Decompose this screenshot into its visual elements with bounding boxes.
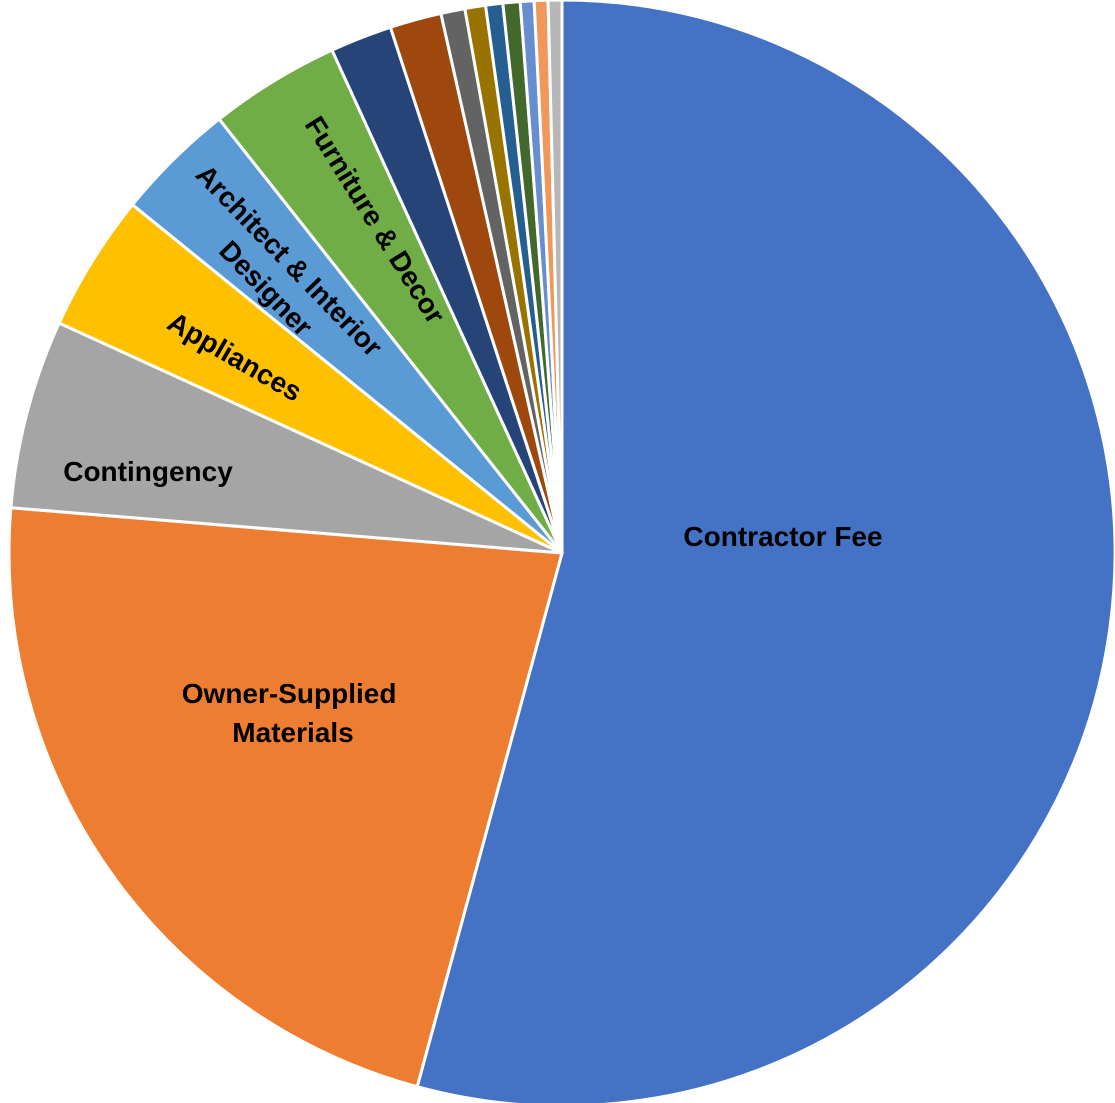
label-owner-supplied-materials: Owner-Supplied Materials xyxy=(182,678,404,748)
slice-contingency xyxy=(9,321,563,555)
slice-owner-supplied-materials xyxy=(7,506,564,1089)
label-contractor-fee: Contractor Fee xyxy=(683,521,882,552)
label-contingency: Contingency xyxy=(63,456,233,487)
slice-small-14 xyxy=(546,0,564,554)
slice-contractor-fee xyxy=(415,0,1115,1103)
pie-slices xyxy=(7,0,1115,1103)
